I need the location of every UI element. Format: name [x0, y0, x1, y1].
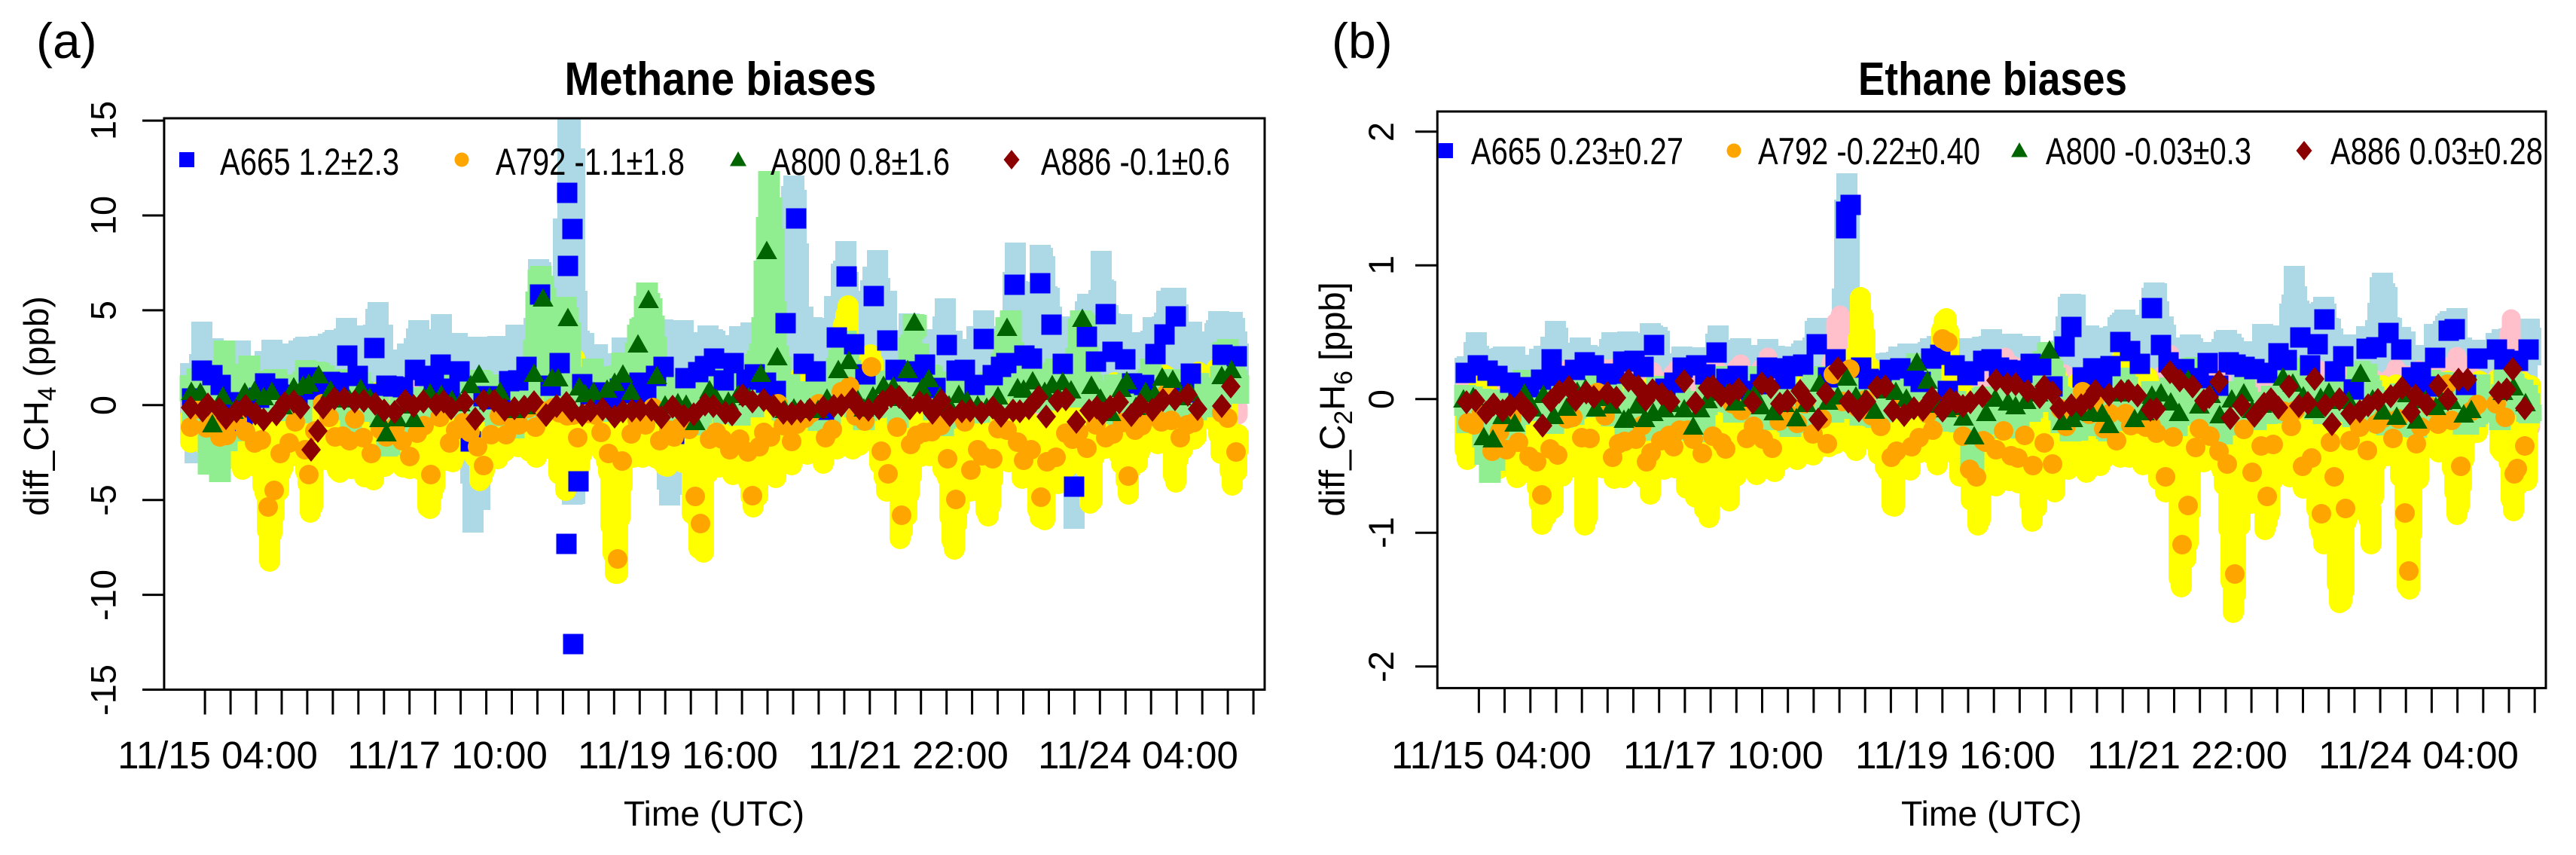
- svg-text:Methane biases: Methane biases: [565, 53, 877, 105]
- svg-text:11/15 04:00: 11/15 04:00: [1391, 734, 1592, 777]
- svg-text:diff_CH4 (ppb): diff_CH4 (ppb): [17, 296, 62, 516]
- svg-text:(a): (a): [36, 13, 97, 69]
- svg-text:11/24 04:00: 11/24 04:00: [2318, 734, 2519, 777]
- svg-text:diff_C2H6 [ppb]: diff_C2H6 [ppb]: [1312, 282, 1358, 516]
- svg-text:15: 15: [84, 101, 124, 140]
- svg-text:A800 -0.03±0.3: A800 -0.03±0.3: [2046, 130, 2251, 173]
- svg-text:11/17 10:00: 11/17 10:00: [347, 734, 548, 777]
- svg-text:-1: -1: [1361, 517, 1401, 548]
- svg-text:0: 0: [84, 395, 124, 415]
- svg-text:A792 -0.22±0.40: A792 -0.22±0.40: [1758, 130, 1980, 173]
- svg-text:A800 0.8±1.6: A800 0.8±1.6: [771, 141, 950, 183]
- svg-text:10: 10: [84, 196, 124, 235]
- svg-text:11/19 16:00: 11/19 16:00: [1855, 734, 2056, 777]
- svg-text:5: 5: [84, 301, 124, 320]
- svg-text:11/19 16:00: 11/19 16:00: [578, 734, 778, 777]
- svg-text:11/15 04:00: 11/15 04:00: [118, 734, 318, 777]
- svg-text:(b): (b): [1332, 13, 1393, 69]
- svg-text:A886 0.03±0.28: A886 0.03±0.28: [2330, 130, 2543, 173]
- svg-text:11/21 22:00: 11/21 22:00: [2087, 734, 2288, 777]
- svg-text:A665 0.23±0.27: A665 0.23±0.27: [1471, 130, 1683, 173]
- svg-text:-15: -15: [84, 664, 124, 716]
- svg-text:11/24 04:00: 11/24 04:00: [1038, 734, 1238, 777]
- svg-text:A665 1.2±2.3: A665 1.2±2.3: [220, 141, 399, 183]
- svg-text:11/21 22:00: 11/21 22:00: [808, 734, 1009, 777]
- svg-text:1: 1: [1361, 255, 1401, 275]
- svg-text:-5: -5: [84, 484, 124, 516]
- svg-text:A886 -0.1±0.6: A886 -0.1±0.6: [1041, 141, 1230, 183]
- svg-text:11/17 10:00: 11/17 10:00: [1623, 734, 1824, 777]
- svg-text:Time (UTC): Time (UTC): [624, 794, 804, 833]
- svg-text:Ethane biases: Ethane biases: [1858, 53, 2127, 105]
- svg-text:A792 -1.1±1.8: A792 -1.1±1.8: [496, 141, 685, 183]
- svg-text:0: 0: [1361, 389, 1401, 409]
- svg-text:Time (UTC): Time (UTC): [1901, 794, 2082, 833]
- svg-text:-2: -2: [1361, 651, 1401, 682]
- svg-text:2: 2: [1361, 122, 1401, 142]
- svg-text:-10: -10: [84, 569, 124, 621]
